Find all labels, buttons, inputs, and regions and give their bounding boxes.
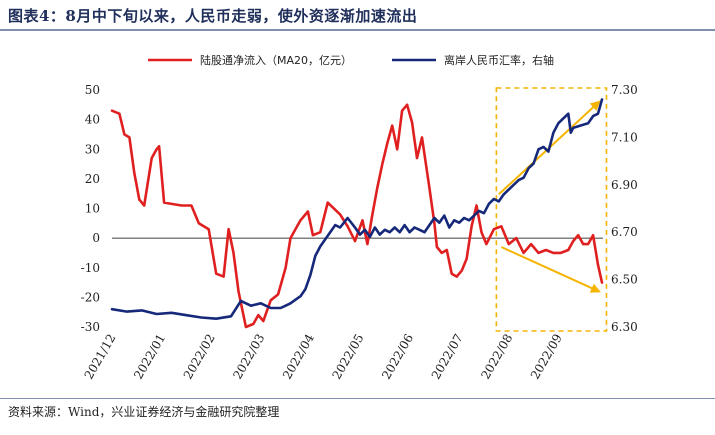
left-tick-label: 40	[85, 113, 100, 127]
left-tick-label: 0	[92, 231, 100, 245]
right-tick-label: 7.30	[611, 83, 638, 97]
left-tick-label: -20	[81, 290, 100, 304]
left-tick-label: 10	[85, 202, 100, 216]
left-tick-label: -10	[81, 261, 100, 275]
left-tick-label: 50	[85, 83, 100, 97]
x-tick-label: 2022/08	[478, 332, 515, 382]
x-tick-label: 2022/05	[330, 332, 367, 382]
arrow-down	[500, 246, 601, 293]
left-tick-label: 30	[85, 142, 100, 156]
x-tick-label: 2022/06	[379, 332, 416, 382]
cnh-rate-line	[110, 98, 604, 321]
left-tick-label: 20	[85, 172, 100, 186]
title-divider	[0, 29, 715, 31]
right-tick-label: 6.50	[611, 273, 638, 287]
highlight-box	[495, 87, 608, 332]
x-tick-label: 2022/02	[181, 332, 218, 382]
northbound-flow-line	[110, 103, 604, 329]
legend-label-northbound: 陆股通净流入（MA20，亿元）	[200, 53, 352, 67]
annotations	[495, 87, 608, 332]
x-tick-label: 2022/04	[280, 331, 317, 381]
x-tick-label: 2022/09	[528, 332, 565, 382]
x-tick-label: 2021/12	[82, 332, 119, 382]
x-tick-label: 2022/03	[230, 332, 267, 382]
legend: 陆股通净流入（MA20，亿元） 离岸人民币汇率，右轴	[148, 53, 554, 67]
right-tick-label: 7.10	[611, 130, 638, 144]
right-tick-label: 6.70	[611, 225, 638, 239]
right-tick-label: 6.90	[611, 178, 638, 192]
x-tick-label: 2022/07	[429, 332, 466, 382]
source-note: 资料来源：Wind，兴业证券经济与金融研究院整理	[8, 405, 280, 419]
figure-title: 图表4：8月中下旬以来，人民币走弱，使外资逐渐加速流出	[8, 7, 418, 25]
chart: 陆股通净流入（MA20，亿元） 离岸人民币汇率，右轴 50 40 30 20 10 0 -10…	[81, 53, 638, 382]
left-tick-label: -30	[81, 320, 100, 334]
series	[110, 98, 604, 329]
right-tick-label: 6.30	[611, 320, 638, 334]
legend-label-cnh: 离岸人民币汇率，右轴	[444, 53, 554, 67]
x-tick-label: 2022/01	[131, 332, 168, 382]
source-divider	[0, 398, 715, 399]
